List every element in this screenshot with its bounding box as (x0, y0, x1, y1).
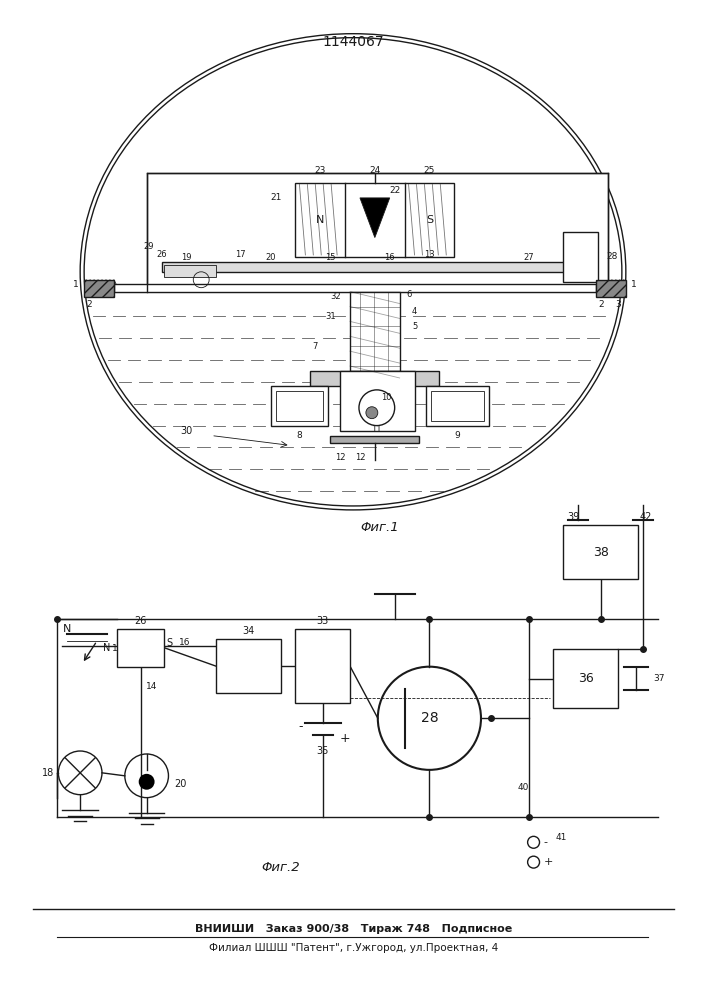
Text: 27: 27 (523, 253, 534, 262)
Text: 28: 28 (606, 252, 617, 261)
Text: +: + (339, 732, 350, 745)
Text: +: + (544, 857, 553, 867)
Text: 40: 40 (518, 783, 530, 792)
Bar (117, 629, 165, 667)
Text: 25: 25 (423, 166, 435, 175)
Text: 1144067: 1144067 (322, 35, 385, 49)
Text: 23: 23 (315, 166, 326, 175)
Bar (350, 292, 399, 371)
Text: 1: 1 (631, 280, 637, 289)
Text: 10: 10 (382, 393, 392, 402)
Bar (554, 649, 618, 708)
Text: 24: 24 (369, 166, 380, 175)
Text: 30: 30 (180, 426, 192, 436)
Text: 14: 14 (146, 682, 157, 691)
Text: 13: 13 (424, 250, 435, 259)
Text: 3: 3 (615, 300, 621, 309)
Text: 17: 17 (235, 250, 246, 259)
Text: 20: 20 (265, 253, 276, 262)
Text: Φиг.1: Φиг.1 (361, 521, 399, 534)
Bar (146, 173, 608, 287)
Circle shape (366, 407, 378, 419)
Text: 15: 15 (325, 253, 335, 262)
Bar (310, 371, 439, 386)
Text: 1: 1 (74, 280, 79, 289)
Text: 22: 22 (389, 186, 400, 195)
Text: 5: 5 (412, 322, 417, 331)
Text: 36: 36 (578, 672, 594, 685)
Text: 8: 8 (296, 431, 303, 440)
Text: 29: 29 (144, 242, 154, 251)
Text: 16: 16 (385, 253, 395, 262)
Text: 7: 7 (312, 342, 318, 351)
Text: 16: 16 (180, 638, 191, 647)
Text: -: - (544, 837, 547, 847)
Text: 42: 42 (640, 512, 652, 522)
Text: 26: 26 (156, 250, 167, 259)
Bar (330, 436, 419, 443)
Bar (296, 629, 350, 703)
Bar (563, 525, 638, 579)
Text: 28: 28 (421, 711, 438, 725)
Bar (340, 371, 414, 431)
Bar (165, 265, 216, 277)
Bar (426, 386, 489, 426)
Text: S: S (426, 215, 433, 225)
Text: 35: 35 (317, 746, 329, 756)
Bar (84, 280, 114, 297)
Text: 4: 4 (412, 307, 417, 316)
Text: 32: 32 (330, 292, 341, 301)
Bar (596, 280, 626, 297)
Text: 37: 37 (654, 674, 665, 683)
Text: N: N (103, 643, 110, 653)
Text: ВНИИШИ   Заказ 900/38   Тираж 748   Подписное: ВНИИШИ Заказ 900/38 Тираж 748 Подписное (195, 924, 512, 934)
Text: 9: 9 (455, 431, 460, 440)
Text: 31: 31 (325, 312, 336, 321)
Text: 34: 34 (243, 626, 255, 636)
Text: 12: 12 (355, 453, 366, 462)
Polygon shape (360, 198, 390, 238)
Text: Φиг.2: Φиг.2 (262, 861, 300, 874)
Text: 38: 38 (592, 546, 609, 559)
Bar (114, 284, 596, 292)
Bar (276, 391, 323, 421)
Text: 26: 26 (134, 616, 147, 626)
Text: N: N (63, 624, 71, 634)
Text: 21: 21 (270, 193, 281, 202)
Bar (296, 183, 454, 257)
Bar (216, 639, 281, 693)
Text: 12: 12 (335, 453, 345, 462)
Text: 39: 39 (567, 512, 579, 522)
Text: 41: 41 (556, 833, 567, 842)
Text: S: S (166, 638, 173, 648)
Text: 19: 19 (181, 253, 192, 262)
Bar (271, 386, 328, 426)
Text: 2: 2 (86, 300, 92, 309)
Text: 33: 33 (317, 616, 329, 626)
Bar (563, 232, 598, 282)
Text: 2: 2 (598, 300, 604, 309)
Text: 11: 11 (372, 425, 382, 434)
Circle shape (139, 774, 155, 790)
Text: 20: 20 (175, 779, 187, 789)
Text: 18: 18 (42, 768, 54, 778)
Text: -: - (298, 720, 303, 733)
Bar (161, 262, 593, 272)
Text: N: N (316, 215, 325, 225)
Text: Филиал ШШШ "Патент", г.Ужгород, ул.Проектная, 4: Филиал ШШШ "Патент", г.Ужгород, ул.Проек… (209, 943, 498, 953)
Bar (431, 391, 484, 421)
Text: 17: 17 (112, 644, 124, 653)
Text: 6: 6 (407, 290, 412, 299)
